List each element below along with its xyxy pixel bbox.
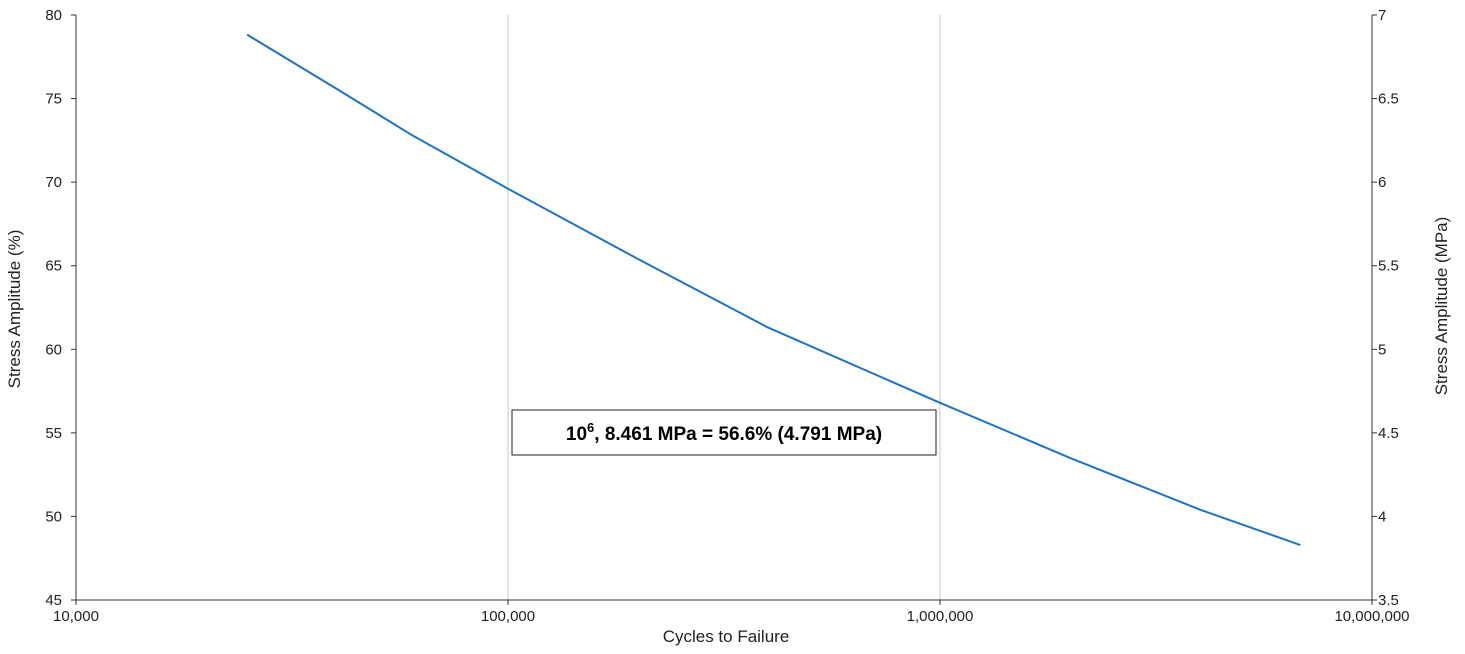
axis-layer: 10,000 100,000 1,000,000 10,000,00045505560…: [45, 7, 1409, 625]
y-tick-label-left: 60: [45, 341, 62, 358]
series-line: [246, 34, 1301, 546]
series-layer: [246, 34, 1301, 546]
annotation-sup: 6: [587, 420, 594, 435]
x-tick-label: 100,000: [481, 608, 535, 625]
y-tick-label-right: 4.5: [1378, 425, 1399, 442]
y-axis-title-left: Stress Amplitude (%): [5, 230, 24, 389]
annotation-base: 10: [566, 424, 587, 445]
x-tick-label: 10,000,000: [1334, 608, 1409, 625]
y-tick-label-right: 4: [1378, 508, 1386, 525]
y-tick-label-right: 5: [1378, 341, 1386, 358]
y-tick-label-left: 80: [45, 7, 62, 24]
y-tick-label-left: 45: [45, 592, 62, 609]
y-tick-label-right: 6: [1378, 174, 1386, 191]
y-tick-label-left: 50: [45, 508, 62, 525]
x-tick-label: 1,000,000: [907, 608, 974, 625]
y-tick-label-right: 7: [1378, 7, 1386, 24]
y-axis-title-right: Stress Amplitude (MPa): [1432, 217, 1451, 396]
x-tick-label: 10,000: [53, 608, 99, 625]
x-axis-title: Cycles to Failure: [663, 627, 790, 646]
y-tick-label-right: 3.5: [1378, 592, 1399, 609]
y-tick-label-right: 5.5: [1378, 258, 1399, 275]
y-tick-label-right: 6.5: [1378, 91, 1399, 108]
annotation-box: 106, 8.461 MPa = 56.6% (4.791 MPa): [511, 409, 937, 456]
annotation-frame: [511, 409, 937, 456]
annotation-rest: , 8.461 MPa = 56.6% (4.791 MPa): [594, 424, 882, 445]
y-tick-label-left: 70: [45, 174, 62, 191]
y-tick-label-left: 75: [45, 91, 62, 108]
grid-layer: [507, 15, 941, 600]
y-tick-label-left: 65: [45, 258, 62, 275]
y-tick-label-left: 55: [45, 425, 62, 442]
annotation-text: 106, 8.461 MPa = 56.6% (4.791 MPa): [566, 420, 882, 445]
